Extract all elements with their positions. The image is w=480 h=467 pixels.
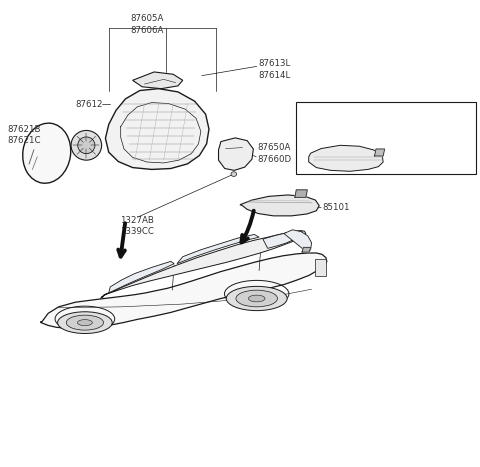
Text: 87621B
87621C: 87621B 87621C <box>7 125 41 145</box>
Text: 85131: 85131 <box>401 128 429 137</box>
Polygon shape <box>309 145 383 171</box>
Polygon shape <box>263 231 302 248</box>
Polygon shape <box>374 149 384 156</box>
Text: 87650A
87660D: 87650A 87660D <box>257 143 291 164</box>
Text: 87613L
87614L: 87613L 87614L <box>258 59 290 80</box>
Ellipse shape <box>226 286 287 311</box>
Text: 87612: 87612 <box>75 100 103 109</box>
Ellipse shape <box>236 290 277 307</box>
Ellipse shape <box>231 172 237 177</box>
Text: 1327AB
1339CC: 1327AB 1339CC <box>120 216 154 236</box>
Polygon shape <box>284 230 312 252</box>
Polygon shape <box>106 89 209 170</box>
Polygon shape <box>240 195 319 216</box>
Polygon shape <box>132 72 183 89</box>
Polygon shape <box>218 138 253 170</box>
Text: (W/ECM+HOME LINK
  SYSTEM+COMPASS TYPE): (W/ECM+HOME LINK SYSTEM+COMPASS TYPE) <box>303 105 412 125</box>
Polygon shape <box>109 262 174 293</box>
Polygon shape <box>302 248 311 252</box>
Polygon shape <box>295 190 307 197</box>
FancyBboxPatch shape <box>296 102 476 174</box>
Ellipse shape <box>71 130 102 160</box>
Polygon shape <box>40 253 327 329</box>
Ellipse shape <box>77 319 92 325</box>
Polygon shape <box>177 234 259 264</box>
Ellipse shape <box>78 137 95 154</box>
Ellipse shape <box>248 295 265 302</box>
Ellipse shape <box>23 123 71 183</box>
Text: 85101: 85101 <box>401 151 429 160</box>
Ellipse shape <box>58 312 112 333</box>
Bar <box>315 259 326 276</box>
Ellipse shape <box>66 315 104 330</box>
Polygon shape <box>101 231 306 298</box>
Text: 85101: 85101 <box>322 203 349 212</box>
Text: 87605A
87606A: 87605A 87606A <box>130 14 164 35</box>
